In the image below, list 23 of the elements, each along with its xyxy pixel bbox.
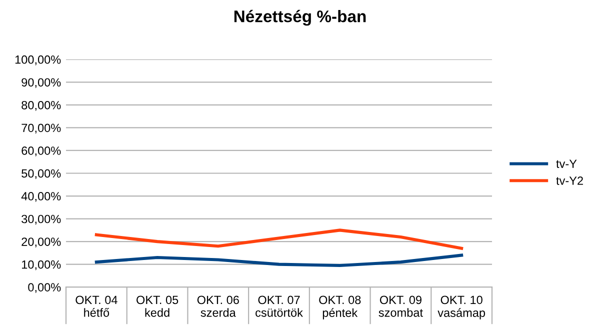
- y-tick-label: 30,00%: [22, 214, 61, 225]
- x-tick-label: OKT. 08 péntek: [319, 296, 361, 320]
- y-tick-label: 0,00%: [28, 283, 61, 293]
- x-tick-label: OKT. 05 kedd: [136, 296, 178, 317]
- y-tick-label: 70,00%: [22, 124, 61, 134]
- y-tick-label: 80,00%: [22, 100, 61, 111]
- y-tick-label: 40,00%: [21, 192, 61, 202]
- y-tick-label: 50,00%: [22, 169, 61, 180]
- x-tick-label: OKT. 04 hétfő: [76, 296, 118, 317]
- y-tick-label: 90,00%: [22, 78, 61, 88]
- x-tick-label: OKT. 07 csütörtök: [256, 296, 303, 317]
- y-tick-label: 60,00%: [22, 146, 61, 156]
- x-tick-label: OKT. 09 szombat: [378, 296, 423, 317]
- legend-label: tv-Y: [556, 160, 577, 168]
- legend-label: tv-Y2: [556, 176, 583, 185]
- y-tick-label: 100,00%: [15, 55, 61, 66]
- line-series: [94, 254, 464, 267]
- y-tick-label: 10,00%: [22, 260, 61, 270]
- y-tick-label: 20,00%: [22, 238, 61, 248]
- chart-title: Nézettség %-ban: [234, 10, 366, 26]
- x-tick-label: OKT. 06 szerda: [197, 296, 239, 317]
- line-series: [94, 228, 464, 250]
- x-tick-label: OKT. 10 vasámap: [438, 296, 486, 320]
